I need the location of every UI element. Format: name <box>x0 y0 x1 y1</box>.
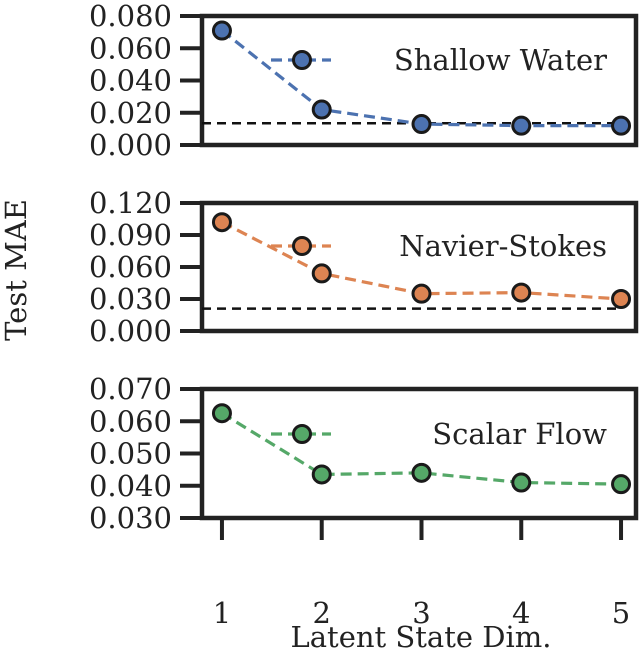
data-point <box>311 263 332 284</box>
data-point <box>311 464 332 485</box>
y-tick-label: 0.050 <box>89 437 172 471</box>
data-point <box>211 20 232 41</box>
x-tick-label: 3 <box>412 596 430 630</box>
series-line <box>221 411 622 486</box>
y-tick-label: 0.030 <box>89 282 172 316</box>
data-point <box>611 289 632 309</box>
data-point <box>211 403 232 424</box>
legend-marker <box>292 424 312 444</box>
data-point <box>311 99 332 120</box>
x-tick-label: 2 <box>312 596 330 630</box>
x-tick-label: 4 <box>512 596 530 630</box>
y-tick-label: 0.090 <box>89 218 172 252</box>
data-point <box>211 212 232 233</box>
data-point <box>411 462 432 483</box>
x-tick-label: 1 <box>213 596 231 630</box>
y-axis-title: Test MAE <box>0 199 33 341</box>
data-point <box>411 283 432 304</box>
y-tick-label: 0.030 <box>89 501 172 535</box>
y-tick-label: 0.000 <box>89 314 172 348</box>
legend-label: Shallow Water <box>394 43 607 77</box>
data-point <box>611 115 632 136</box>
data-point <box>511 282 532 303</box>
plot-frame <box>199 386 639 521</box>
y-tick-label: 0.040 <box>89 64 172 98</box>
x-axis: 1 2 3 4 5 <box>213 518 630 630</box>
legend-label: Scalar Flow <box>432 417 607 451</box>
legend-marker <box>292 236 312 256</box>
data-point <box>411 114 432 135</box>
x-axis-title: Latent State Dim. <box>291 620 552 654</box>
plot-frame <box>199 200 639 334</box>
y-tick-label: 0.060 <box>89 250 172 284</box>
y-tick-label: 0.060 <box>89 404 172 438</box>
y-tick-label: 0.040 <box>89 469 172 503</box>
y-tick-label: 0.120 <box>89 186 172 220</box>
y-tick-label: 0.000 <box>89 128 172 162</box>
data-point <box>511 115 532 136</box>
y-tick-label: 0.020 <box>89 96 172 130</box>
y-tick-label: 0.060 <box>89 31 172 65</box>
y-tick-label: 0.080 <box>89 0 172 33</box>
data-point <box>611 474 632 495</box>
data-point <box>511 472 532 493</box>
x-tick-label: 5 <box>612 596 630 630</box>
y-tick-label: 0.070 <box>89 372 172 406</box>
legend-marker <box>292 50 312 70</box>
legend-label: Navier-Stokes <box>399 229 607 263</box>
